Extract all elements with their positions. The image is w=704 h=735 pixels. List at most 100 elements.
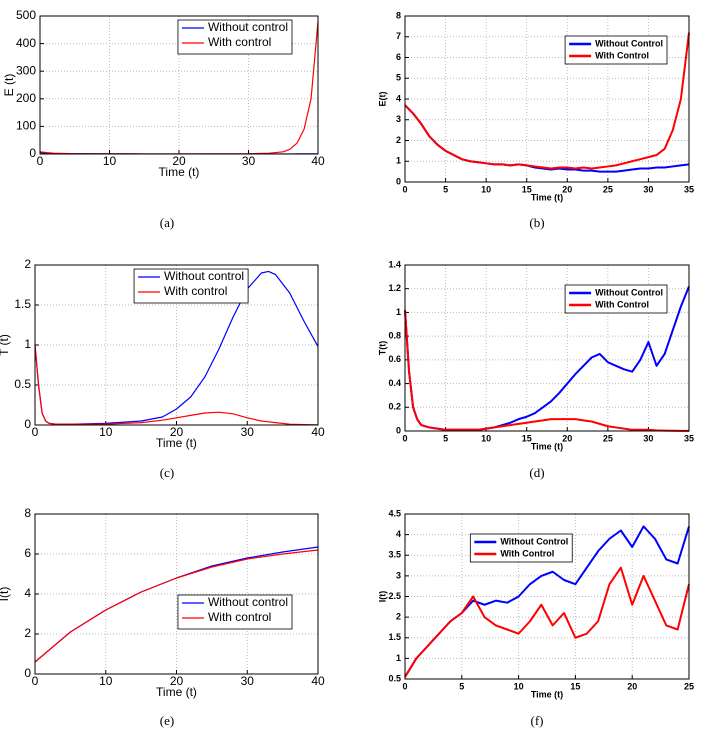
legend-label: Without control bbox=[208, 595, 288, 609]
y-tick-label: 1 bbox=[396, 156, 401, 166]
legend-label: Without Control bbox=[595, 38, 663, 48]
y-tick-label: 5 bbox=[396, 73, 401, 83]
caption: (a) bbox=[160, 215, 174, 230]
legend-label: With control bbox=[208, 610, 271, 624]
x-tick-label: 30 bbox=[241, 425, 255, 439]
x-tick-label: 15 bbox=[522, 184, 532, 194]
y-tick-label: 1 bbox=[396, 653, 401, 663]
plot-frame bbox=[34, 264, 319, 426]
x-tick-label: 5 bbox=[443, 184, 448, 194]
x-tick-label: 15 bbox=[522, 433, 532, 443]
x-tick-label: 20 bbox=[170, 674, 184, 688]
y-tick-label: 6 bbox=[24, 546, 31, 560]
y-axis-label: T(t) bbox=[377, 341, 387, 356]
y-tick-label: 0 bbox=[29, 146, 36, 160]
data-line bbox=[34, 549, 319, 663]
x-tick-label: 20 bbox=[170, 425, 184, 439]
y-tick-label: 8 bbox=[396, 10, 401, 20]
legend-label: With Control bbox=[595, 50, 649, 60]
x-tick-label: 15 bbox=[570, 681, 580, 691]
y-tick-label: 2 bbox=[396, 612, 401, 622]
x-tick-label: 40 bbox=[311, 154, 325, 168]
x-tick-label: 5 bbox=[459, 681, 464, 691]
legend-box bbox=[564, 35, 668, 65]
y-tick-label: 1.5 bbox=[14, 297, 31, 311]
caption: (b) bbox=[529, 215, 544, 230]
x-tick-label: 0 bbox=[32, 425, 39, 439]
y-tick-label: 0.6 bbox=[388, 354, 401, 364]
y-axis-label: T (t) bbox=[0, 334, 11, 356]
panel: 0 10 20 30 40 0 2 4 6 8 Time (t) I(t) Without contro… bbox=[0, 506, 325, 699]
plot-frame bbox=[404, 513, 690, 680]
x-tick-label: 40 bbox=[311, 674, 325, 688]
legend-label: With Control bbox=[595, 299, 649, 309]
y-tick-label: 0.5 bbox=[14, 377, 31, 391]
data-line bbox=[404, 32, 690, 170]
y-tick-label: 8 bbox=[24, 506, 31, 520]
y-tick-label: 0.4 bbox=[388, 378, 401, 388]
legend-box bbox=[177, 594, 293, 630]
x-axis-label: Time (t) bbox=[531, 192, 563, 202]
y-tick-label: 0 bbox=[396, 176, 401, 186]
legend: Without Control With Control bbox=[469, 533, 573, 563]
legend-box bbox=[564, 284, 668, 314]
x-tick-label: 10 bbox=[99, 674, 113, 688]
plot-frame bbox=[404, 264, 690, 432]
y-tick-label: 4 bbox=[396, 93, 401, 103]
y-tick-label: 400 bbox=[16, 36, 36, 50]
legend-label: Without control bbox=[164, 269, 244, 283]
y-tick-label: 4.5 bbox=[388, 508, 401, 518]
y-tick-label: 2 bbox=[396, 135, 401, 145]
data-line bbox=[404, 566, 690, 678]
legend-box bbox=[177, 19, 293, 55]
legend-box bbox=[133, 268, 249, 304]
plot-frame bbox=[404, 15, 690, 183]
plot-frame bbox=[39, 15, 319, 155]
caption: (d) bbox=[529, 465, 544, 480]
legend-label: With Control bbox=[500, 548, 554, 558]
x-tick-label: 25 bbox=[603, 184, 613, 194]
legend-label: With control bbox=[164, 284, 227, 298]
data-line bbox=[404, 309, 689, 432]
y-tick-label: 0 bbox=[24, 666, 31, 680]
caption: (e) bbox=[160, 713, 174, 728]
x-axis-label: Time (t) bbox=[159, 165, 200, 179]
x-tick-label: 5 bbox=[443, 433, 448, 443]
y-tick-label: 1 bbox=[396, 307, 401, 317]
legend-label: With control bbox=[208, 35, 271, 49]
y-tick-label: 0.5 bbox=[388, 673, 401, 683]
x-tick-label: 0 bbox=[402, 681, 407, 691]
legend-box bbox=[469, 533, 573, 563]
x-tick-label: 20 bbox=[562, 433, 572, 443]
panel: 0 5 10 15 20 25 30 35 0 1 2 3 4 5 6 7 8 Time (t) E(t) Witho… bbox=[377, 10, 694, 202]
y-tick-label: 3.5 bbox=[388, 550, 401, 560]
legend-label: Without Control bbox=[595, 287, 663, 297]
y-tick-label: 2 bbox=[24, 626, 31, 640]
y-tick-label: 7 bbox=[396, 31, 401, 41]
x-tick-label: 30 bbox=[241, 674, 255, 688]
x-tick-label: 20 bbox=[627, 681, 637, 691]
y-tick-label: 1 bbox=[24, 337, 31, 351]
y-tick-label: 300 bbox=[16, 63, 36, 77]
y-tick-label: 1.5 bbox=[388, 632, 401, 642]
y-axis-label: E (t) bbox=[2, 74, 16, 97]
x-tick-label: 10 bbox=[103, 154, 117, 168]
y-tick-label: 1.2 bbox=[388, 283, 401, 293]
x-tick-label: 0 bbox=[402, 184, 407, 194]
y-tick-label: 2 bbox=[24, 257, 31, 271]
panel: 0 10 20 30 40 0 0.5 1 1.5 2 Time (t) T (t) Without c… bbox=[0, 257, 325, 450]
plot-frame bbox=[34, 513, 319, 675]
y-tick-label: 3 bbox=[396, 114, 401, 124]
x-tick-label: 20 bbox=[562, 184, 572, 194]
x-axis-label: Time (t) bbox=[531, 689, 563, 699]
x-tick-label: 0 bbox=[37, 154, 44, 168]
legend: Without Control With Control bbox=[564, 35, 668, 65]
y-tick-label: 0 bbox=[396, 425, 401, 435]
y-tick-label: 1.4 bbox=[388, 259, 401, 269]
y-tick-label: 4 bbox=[396, 529, 401, 539]
